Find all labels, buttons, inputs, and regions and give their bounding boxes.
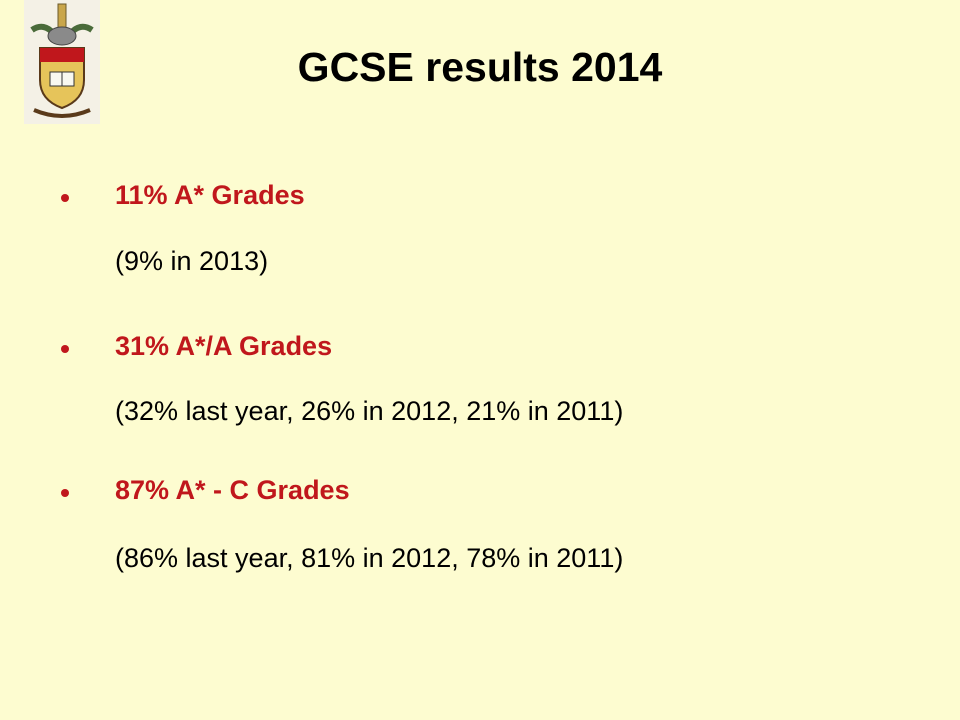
school-crest xyxy=(24,0,100,124)
bullet-heading: 31% A*/A Grades xyxy=(115,331,333,361)
bullet-heading: 87% A* - C Grades xyxy=(115,475,350,505)
bullet xyxy=(61,489,69,497)
bullet-heading: 11% A* Grades xyxy=(115,180,305,210)
bullet-detail: (9% in 2013) xyxy=(115,246,269,276)
bullet-detail: (32% last year, 26% in 2012, 21% in 2011… xyxy=(115,396,624,426)
bullet-detail: (86% last year, 81% in 2012, 78% in 2011… xyxy=(115,543,624,573)
bullet xyxy=(61,345,69,353)
slide-title: GCSE results 2014 xyxy=(297,44,663,90)
bullet xyxy=(61,194,69,202)
